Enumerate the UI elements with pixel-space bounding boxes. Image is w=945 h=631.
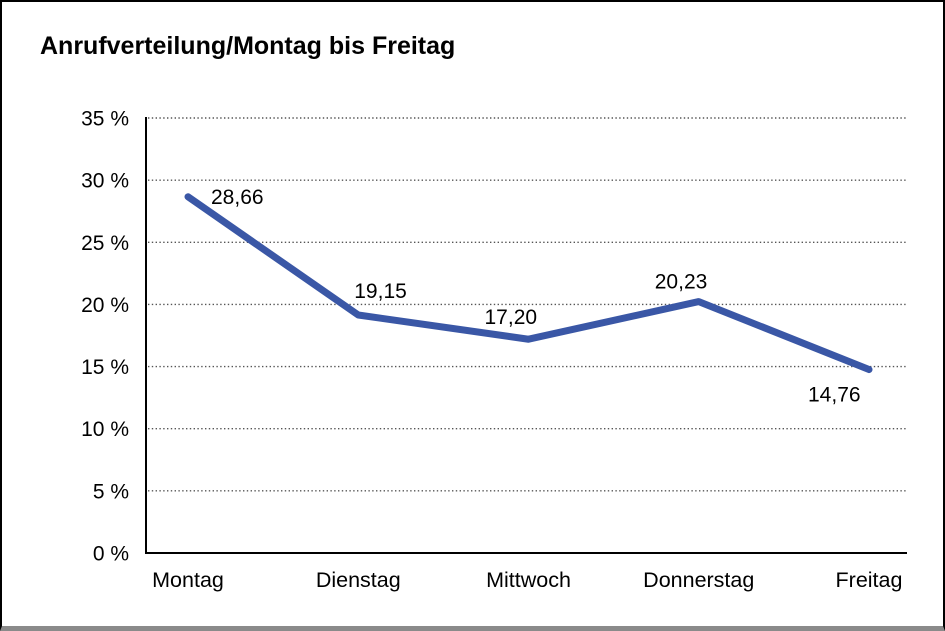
data-point-value-label: 14,76: [808, 384, 861, 407]
data-point-value-label: 17,20: [485, 306, 538, 329]
y-axis-tick-label: 25 %: [81, 232, 129, 255]
y-axis-tick-label: 10 %: [81, 418, 129, 441]
y-axis-tick-label: 35 %: [81, 108, 129, 131]
x-axis-category-label: Freitag: [836, 568, 903, 592]
data-point-value-label: 19,15: [354, 280, 407, 303]
y-axis-tick-label: 30 %: [81, 170, 129, 193]
x-axis-category-label: Mittwoch: [486, 568, 571, 592]
y-axis-tick-label: 15 %: [81, 356, 129, 379]
x-axis-category-label: Dienstag: [316, 568, 401, 592]
x-axis-category-label: Montag: [152, 568, 224, 592]
x-axis-category-label: Donnerstag: [643, 568, 754, 592]
chart-title: Anrufverteilung/Montag bis Freitag: [40, 32, 456, 60]
y-axis-tick-label: 0 %: [93, 543, 129, 566]
data-point-value-label: 28,66: [211, 186, 264, 209]
data-series-line: [184, 193, 873, 374]
y-axis-tick-label: 20 %: [81, 294, 129, 317]
data-point-value-label: 20,23: [655, 271, 708, 294]
y-axis-tick-label: 5 %: [93, 480, 129, 503]
